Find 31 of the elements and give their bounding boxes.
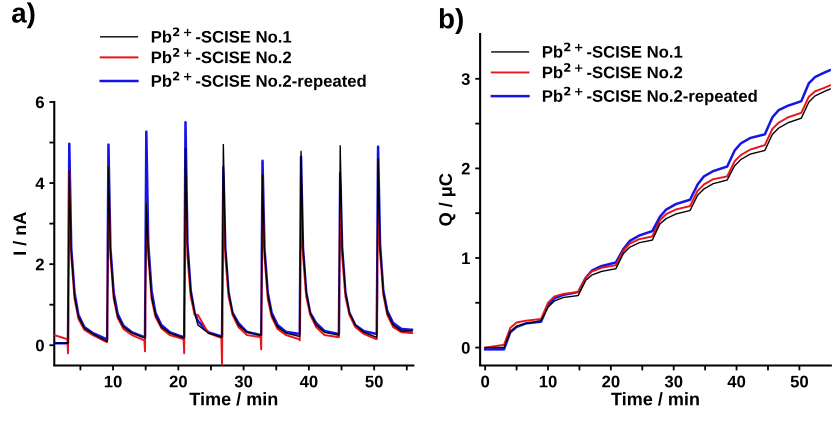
y-tick-label: 6 — [36, 96, 44, 108]
legend-label: Pb$^{2+}$-SCISE No.2 — [152, 48, 292, 64]
legend-label: Pb$^{2+}$-SCISE No.2-repeated — [152, 72, 366, 90]
legend-label: Pb$^{2+}$-SCISE No.1 — [542, 42, 682, 58]
legend-label: Pb$^{2+}$-SCISE No.1 — [152, 28, 292, 43]
x-tick-label: 50 — [365, 376, 383, 388]
y-axis-title: I / nA — [12, 212, 26, 255]
y-tick-label: 1 — [462, 252, 470, 264]
x-tick-label: 30 — [664, 376, 682, 388]
x-axis-title: Time / min — [190, 392, 278, 406]
chart-title: a) — [12, 2, 35, 28]
chart-title: b) — [440, 8, 463, 34]
x-axis-title: Time / min — [611, 392, 699, 406]
x-tick-label: 40 — [300, 376, 318, 388]
y-tick-label: 3 — [462, 73, 470, 86]
legend-label: Pb$^{2+}$-SCISE No.2 — [542, 63, 682, 78]
y-tick-label: 2 — [36, 258, 44, 270]
x-tick-label: 10 — [104, 376, 122, 388]
x-tick-label: 30 — [234, 376, 252, 388]
x-tick-label: 10 — [540, 376, 557, 388]
x-tick-label: 20 — [170, 376, 187, 388]
y-tick-label: 0 — [36, 340, 44, 352]
y-tick-label: 0 — [462, 342, 470, 354]
x-tick-label: 20 — [602, 376, 620, 388]
legend-label: Pb$^{2+}$-SCISE No.2-repeated — [542, 86, 757, 106]
x-tick-label: 50 — [790, 376, 808, 388]
x-tick-label: 0 — [481, 376, 490, 388]
y-tick-label: 4 — [36, 178, 44, 190]
y-tick-label: 2 — [462, 162, 470, 174]
x-tick-label: 40 — [728, 376, 746, 388]
y-axis-title: Q / μC — [438, 174, 456, 226]
